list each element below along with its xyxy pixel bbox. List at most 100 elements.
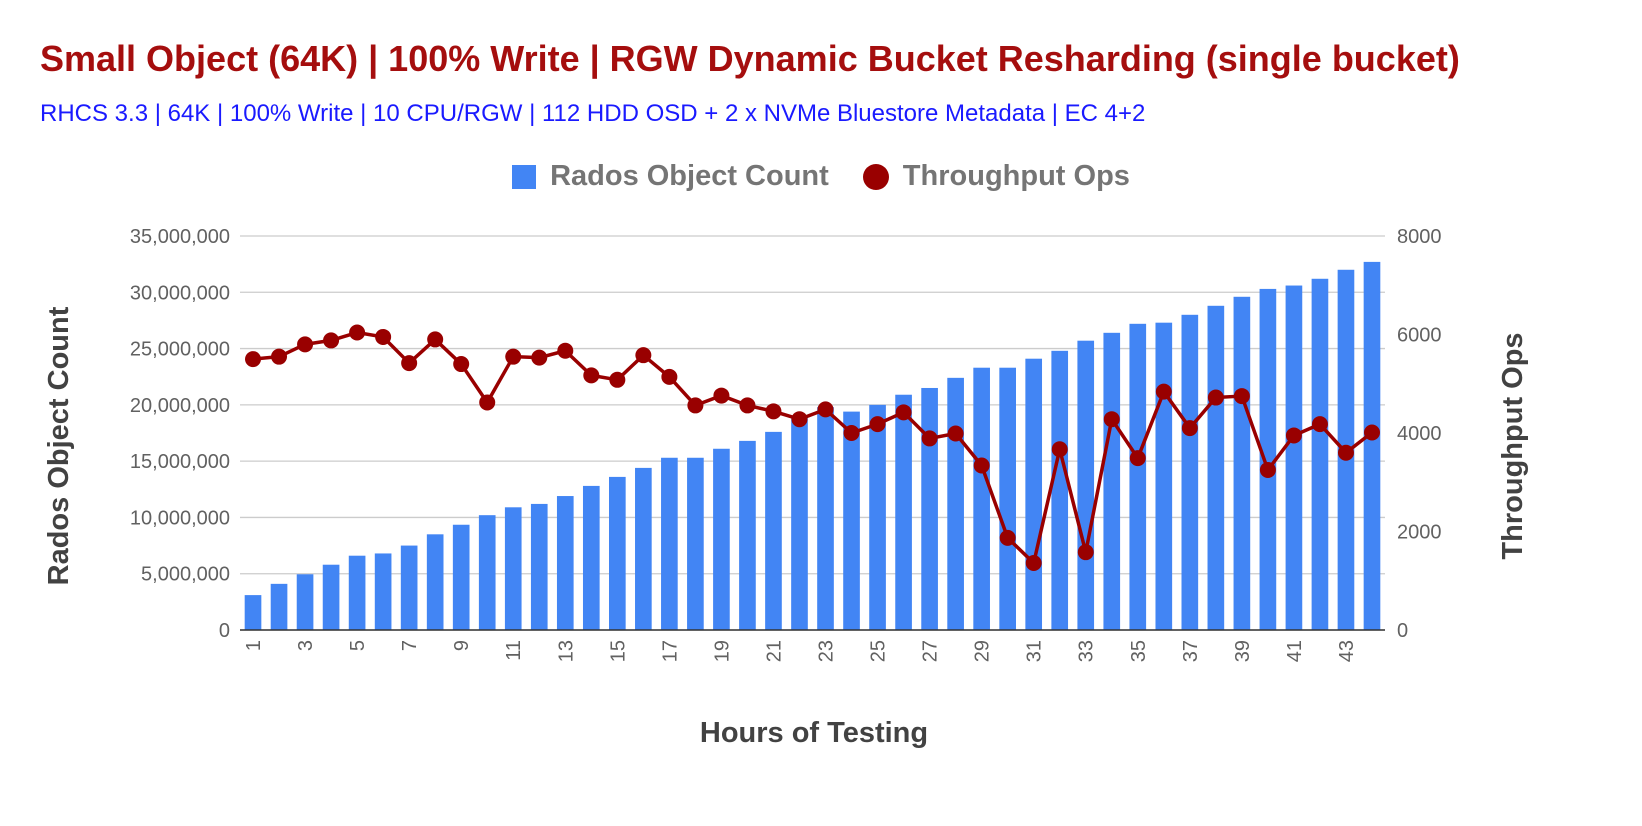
x-tick-label: 19	[711, 640, 733, 662]
bar	[270, 583, 288, 630]
axes: 0 5,000,000 10,000,000 15,000,000 20,000,000…	[130, 226, 1442, 662]
bar	[530, 503, 548, 630]
x-tick-label: 25	[868, 640, 890, 662]
bar	[1129, 323, 1147, 630]
bar	[400, 545, 418, 630]
chart-subtitle: RHCS 3.3 | 64K | 100% Write | 10 CPU/RGW…	[40, 100, 1146, 127]
bar	[609, 476, 626, 630]
bar	[791, 417, 808, 630]
throughput-point	[349, 324, 366, 341]
bar	[687, 457, 704, 630]
bar	[999, 367, 1016, 630]
x-tick-label: 5	[347, 640, 369, 651]
x-tick-label: 31	[1024, 640, 1046, 662]
bar	[635, 467, 652, 630]
line-series	[245, 324, 1380, 572]
y-axis-title: Rados Object Count	[43, 306, 75, 585]
throughput-point	[687, 397, 704, 414]
throughput-point	[583, 367, 600, 384]
x-tick-label: 11	[503, 640, 525, 661]
throughput-point	[479, 394, 496, 411]
bar	[869, 404, 886, 630]
throughput-point	[1259, 461, 1276, 478]
y2-tick-label: 0	[1397, 620, 1408, 642]
bar	[765, 431, 782, 630]
bar	[1363, 261, 1381, 630]
throughput-point	[453, 356, 470, 373]
throughput-point	[895, 404, 912, 421]
throughput-point	[297, 336, 314, 353]
bar	[973, 367, 990, 630]
bar	[843, 411, 860, 630]
throughput-point	[505, 348, 522, 365]
throughput-point	[1051, 441, 1068, 458]
bar	[322, 564, 340, 630]
x-tick-label: 37	[1180, 640, 1202, 662]
y-tick-label: 20,000,000	[130, 395, 230, 417]
bar	[296, 574, 314, 630]
x-axis-title: Hours of Testing	[700, 717, 928, 749]
legend-bars-label: Rados Object Count	[550, 160, 829, 192]
bar	[1103, 332, 1121, 630]
legend-bar-swatch	[512, 164, 537, 189]
y-tick-label: 10,000,000	[130, 507, 230, 529]
throughput-point	[245, 351, 262, 368]
bar	[478, 515, 496, 630]
bar	[661, 457, 678, 630]
x-tick-label: 39	[1232, 640, 1254, 662]
bar	[895, 394, 912, 630]
y2-tick-label: 6000	[1397, 325, 1442, 347]
throughput-point	[921, 430, 938, 447]
throughput-point	[973, 457, 990, 474]
legend-line-label: Throughput Ops	[902, 160, 1130, 192]
x-tick-label: 1	[243, 640, 265, 651]
x-tick-label: 41	[1284, 640, 1306, 662]
x-tick-label: 29	[972, 640, 994, 662]
x-tick-label: 43	[1336, 640, 1358, 662]
bar	[1155, 322, 1173, 630]
bar	[374, 553, 392, 630]
bar	[556, 496, 574, 630]
bar-series	[244, 261, 1381, 630]
x-tick-label: 15	[607, 640, 629, 662]
throughput-point	[1129, 450, 1146, 467]
throughput-point	[791, 411, 808, 428]
chart-title: Small Object (64K) | 100% Write | RGW Dy…	[40, 38, 1460, 79]
legend-line-swatch	[862, 163, 889, 190]
bar	[504, 507, 522, 630]
bar	[1285, 285, 1303, 630]
throughput-point	[739, 397, 756, 414]
bar	[713, 448, 730, 630]
throughput-point	[427, 331, 444, 348]
y-tick-label: 35,000,000	[130, 226, 230, 248]
throughput-point	[323, 332, 340, 349]
bar	[817, 407, 834, 630]
throughput-point	[1155, 383, 1172, 400]
throughput-point	[947, 425, 964, 442]
x-tick-label: 3	[295, 640, 317, 651]
bar	[947, 377, 964, 630]
throughput-point	[1285, 427, 1302, 444]
throughput-point	[999, 529, 1016, 546]
x-tick-label: 23	[816, 640, 838, 662]
throughput-point	[635, 347, 652, 364]
throughput-point	[557, 342, 574, 359]
y2-tick-label: 4000	[1397, 423, 1442, 445]
throughput-point	[1025, 555, 1042, 572]
x-tick-label: 7	[399, 640, 421, 651]
x-tick-label: 27	[920, 640, 942, 662]
y-tick-label: 30,000,000	[130, 282, 230, 304]
throughput-point	[401, 355, 418, 372]
bar	[1181, 314, 1199, 630]
y-tick-label: 25,000,000	[130, 339, 230, 361]
bar	[1233, 296, 1251, 630]
throughput-point	[1337, 444, 1354, 461]
x-tick-label: 13	[555, 640, 577, 662]
y2-tick-label: 2000	[1397, 522, 1442, 544]
bar	[1259, 288, 1277, 630]
x-tick-label: 9	[451, 640, 473, 651]
bar	[244, 595, 262, 630]
bar	[348, 555, 366, 630]
x-tick-label: 33	[1076, 640, 1098, 662]
throughput-point	[817, 401, 834, 418]
